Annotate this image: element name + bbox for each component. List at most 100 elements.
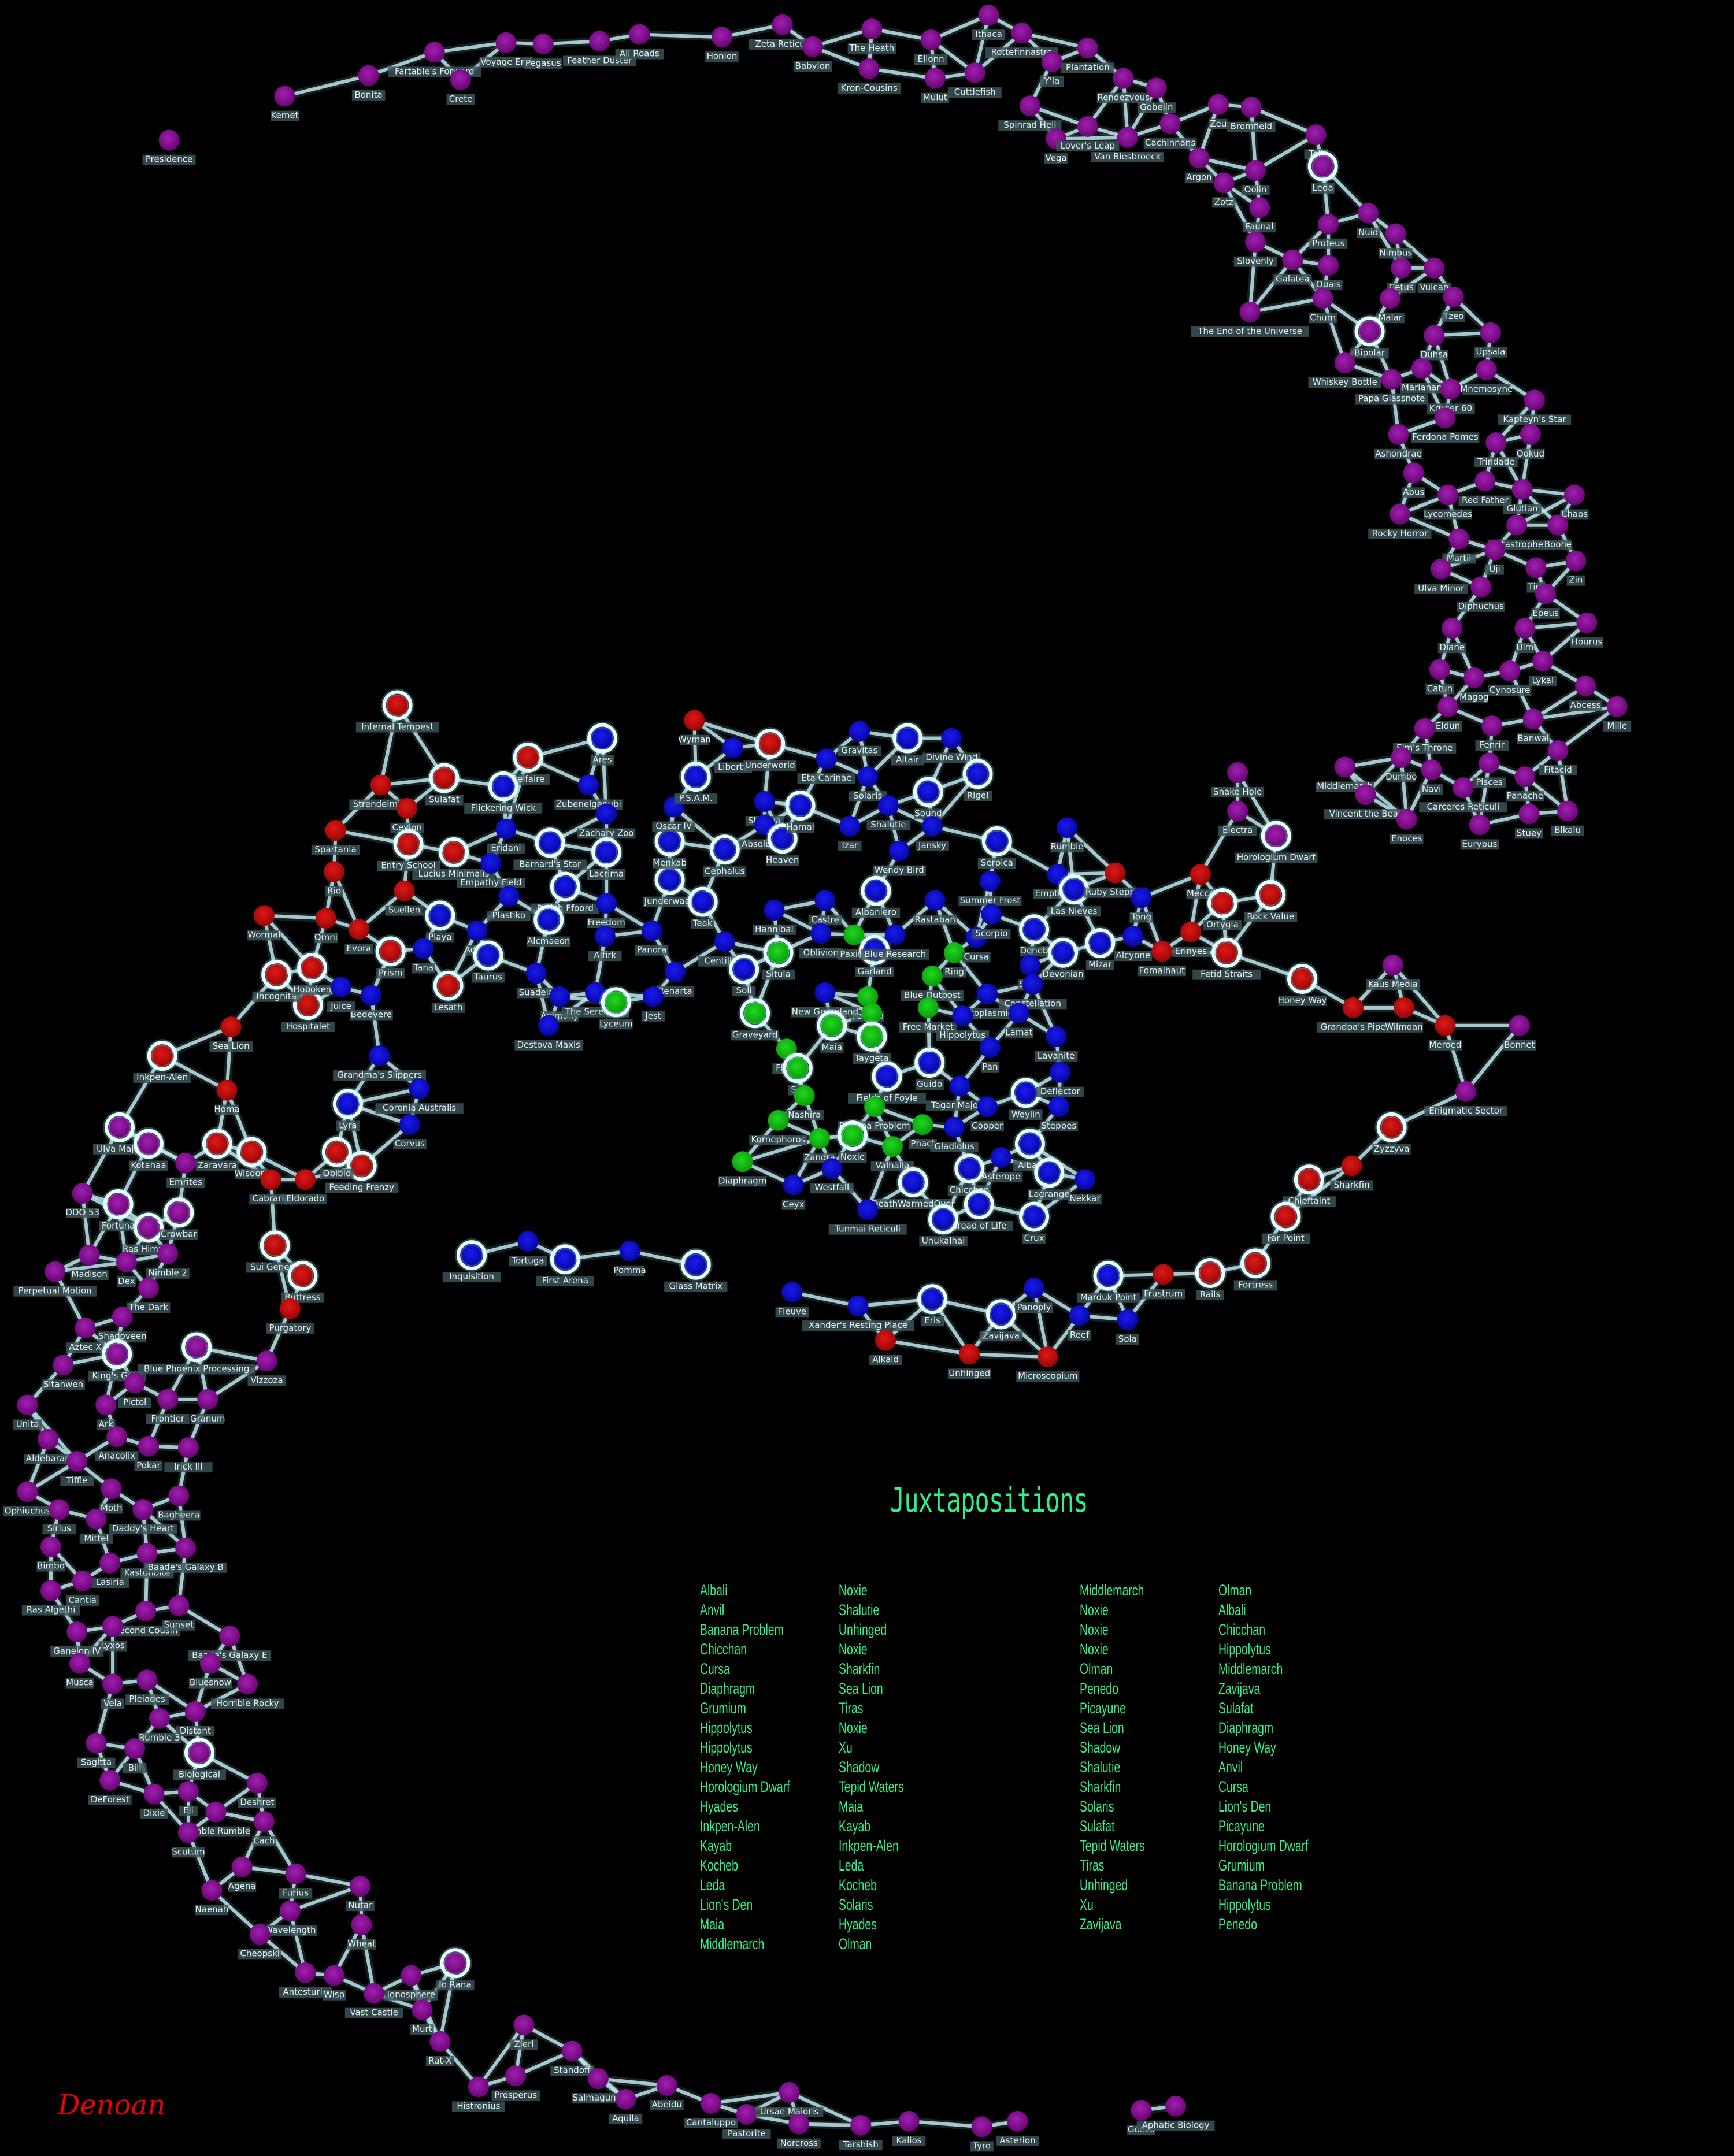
planet-purple[interactable] [1453, 777, 1474, 799]
star-system[interactable]: Snake Hole [1211, 762, 1265, 798]
planet-purple[interactable] [971, 2116, 992, 2138]
star-system[interactable]: Taurus [471, 938, 505, 983]
star-system[interactable]: Pomma [614, 1240, 646, 1276]
planet-blue[interactable] [714, 931, 735, 952]
planet-purple[interactable] [116, 1251, 137, 1272]
planet-red[interactable] [370, 774, 392, 796]
planet-purple[interactable] [1358, 202, 1379, 224]
planet-purple[interactable] [1165, 2095, 1187, 2117]
planet-purple[interactable] [1532, 651, 1554, 672]
star-system[interactable]: Baade's Galaxy E [188, 1626, 272, 1661]
planet-purple[interactable] [920, 29, 942, 50]
star-system[interactable]: Mnemosyne [1460, 359, 1513, 395]
planet-blue[interactable] [1050, 1062, 1071, 1083]
planet-blue[interactable] [847, 1296, 869, 1317]
planet-purple[interactable] [1188, 147, 1210, 169]
planet-purple[interactable] [1381, 369, 1402, 390]
star-system[interactable]: Sagitta [77, 1732, 116, 1768]
star-system[interactable]: Hamal [783, 789, 817, 833]
star-system[interactable]: Omni [314, 908, 338, 944]
star-system[interactable]: Uji [1484, 539, 1506, 575]
star-system[interactable]: Mizar [1083, 926, 1117, 971]
planet-purple[interactable] [1389, 503, 1410, 525]
planet-red[interactable] [253, 905, 275, 926]
star-system[interactable]: Slovenly [1233, 231, 1277, 267]
star-system[interactable]: Tyro [970, 2116, 994, 2152]
star-system[interactable]: Weylin [1009, 1076, 1043, 1120]
planet-purple[interactable] [513, 2014, 535, 2036]
star-system[interactable]: Upsala [1474, 322, 1507, 358]
planet-red[interactable] [684, 710, 705, 731]
planet-blue[interactable] [1022, 974, 1043, 995]
planet-red[interactable] [216, 1079, 238, 1101]
planet-purple[interactable] [350, 1876, 371, 1897]
planet-purple[interactable] [1318, 213, 1339, 235]
planet-purple[interactable] [1305, 124, 1327, 146]
planet-purple[interactable] [1245, 231, 1266, 253]
planet-blue[interactable] [857, 1199, 879, 1220]
planet-green[interactable] [809, 1127, 830, 1149]
planet-blue[interactable] [480, 853, 502, 874]
planet-blue[interactable] [941, 728, 962, 749]
planet-purple[interactable] [17, 1394, 38, 1416]
planet-red[interactable] [1342, 997, 1364, 1018]
star-system[interactable]: Lover's Leap [1056, 116, 1120, 151]
star-system[interactable]: Leda [1306, 149, 1340, 194]
planet-purple[interactable] [86, 1732, 107, 1754]
planet-blue[interactable] [814, 890, 836, 911]
planet-blue[interactable] [596, 803, 617, 825]
star-system[interactable]: Kaus Media [1366, 955, 1420, 990]
planet-blue[interactable] [764, 899, 785, 921]
star-system[interactable]: Vela [101, 1673, 125, 1709]
planet-purple[interactable] [1227, 762, 1248, 784]
star-system[interactable]: Ceyx [781, 1174, 805, 1210]
planet-purple[interactable] [700, 2092, 721, 2114]
planet-blue[interactable] [596, 893, 617, 914]
star-system[interactable]: Tzeo [1442, 286, 1465, 322]
planet-purple[interactable] [1334, 756, 1355, 778]
planet-purple[interactable] [358, 65, 379, 86]
planet-purple[interactable] [136, 1669, 158, 1691]
planet-purple[interactable] [175, 1152, 197, 1174]
planet-purple[interactable] [1564, 484, 1585, 506]
planet-purple[interactable] [858, 58, 880, 79]
planet-purple[interactable] [38, 1428, 59, 1450]
planet-blue[interactable] [466, 920, 488, 941]
planet-purple[interactable] [1382, 955, 1403, 976]
planet-blue[interactable] [549, 986, 570, 1007]
planet-purple[interactable] [1240, 97, 1262, 118]
star-system[interactable]: Taygeta [853, 1019, 891, 1064]
planet-purple[interactable] [1455, 1081, 1477, 1102]
planet-purple[interactable] [898, 2110, 920, 2132]
planet-purple[interactable] [1311, 155, 1334, 177]
star-system[interactable]: Summer Frost [958, 870, 1022, 906]
star-system[interactable]: Nimbus [1379, 223, 1413, 259]
planet-purple[interactable] [424, 42, 445, 63]
planet-blue[interactable] [413, 938, 434, 959]
star-system[interactable]: Stuey [1515, 803, 1544, 839]
planet-green[interactable] [912, 1114, 933, 1135]
planet-purple[interactable] [656, 2075, 677, 2096]
planet-purple[interactable] [201, 1880, 223, 1901]
planet-purple[interactable] [1424, 325, 1445, 346]
planet-purple[interactable] [1213, 172, 1235, 194]
planet-blue[interactable] [816, 748, 837, 770]
planet-purple[interactable] [1007, 2110, 1028, 2132]
star-system[interactable]: Ookud [1516, 424, 1545, 459]
star-system[interactable]: Sola [1116, 1309, 1140, 1345]
planet-blue[interactable] [990, 1147, 1011, 1168]
star-system[interactable]: All Roads [615, 24, 664, 60]
planet-red[interactable] [1037, 1346, 1058, 1368]
star-system[interactable]: Asterion [996, 2110, 1039, 2146]
planet-purple[interactable] [72, 1570, 93, 1591]
planet-purple[interactable] [1396, 808, 1417, 830]
planet-purple[interactable] [495, 32, 517, 53]
star-system[interactable]: Guido [913, 1046, 947, 1090]
planet-blue[interactable] [1069, 1305, 1090, 1326]
star-system[interactable]: Duhsa [1420, 325, 1448, 361]
planet-purple[interactable] [1565, 550, 1587, 572]
planet-purple[interactable] [802, 36, 824, 57]
planet-purple[interactable] [1506, 514, 1528, 536]
star-system[interactable]: Bromfield [1227, 97, 1276, 132]
